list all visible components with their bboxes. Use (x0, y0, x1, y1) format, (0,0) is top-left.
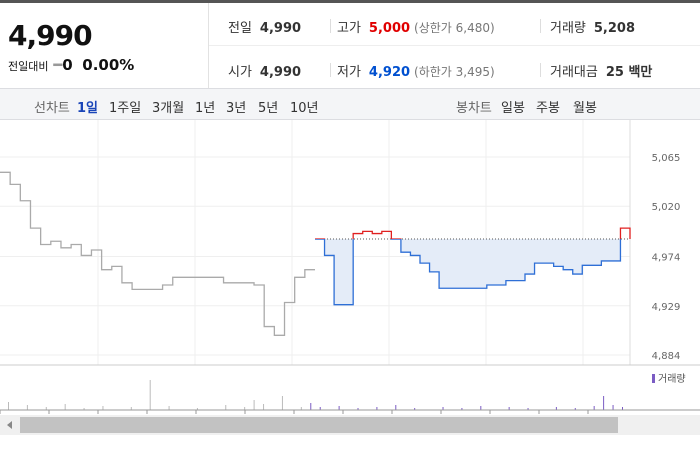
scroll-arrow[interactable] (7, 421, 12, 429)
tab[interactable]: 3년 (226, 101, 247, 116)
volume-bar (414, 408, 416, 410)
field-value: 25 백만 (605, 65, 653, 80)
volume-bar (168, 406, 170, 410)
y-tick-label: 4,929 (652, 302, 681, 313)
volume-bar (281, 396, 283, 410)
tab[interactable]: 1일 (77, 101, 99, 116)
y-tick-label: 5,065 (652, 153, 681, 164)
volume-bar (83, 408, 85, 410)
change-label: 전일대비 (8, 60, 49, 73)
area-fill (324, 239, 621, 305)
volume-bar (527, 408, 529, 410)
field: 거래량 5,208 (550, 17, 635, 36)
price-line (315, 239, 622, 306)
field-value: 4,990 (259, 65, 302, 80)
volume-bar (555, 407, 557, 410)
quote-panel: 4,990 전일대비 ━0 0.00% 전일 4,990 고가 5,000 (상한가 … (0, 0, 700, 88)
volume-bar (64, 404, 66, 410)
price-line-above (315, 227, 631, 240)
tab[interactable]: 1년 (195, 101, 216, 116)
volume-bar (442, 407, 444, 410)
volume-bar (130, 407, 132, 410)
legend-label: 거래량 (658, 373, 686, 385)
field-label: 고가 (337, 21, 361, 36)
tab[interactable]: 1주일 (109, 101, 142, 116)
field: 전일 4,990 (228, 17, 301, 36)
field-label: 시가 (228, 65, 252, 80)
field: 저가 4,920 (하한가 3,495) (337, 61, 495, 80)
chart: 5,065 5,020 4,974 4,929 4,884 거래량 (0, 120, 700, 435)
tab-group-label: 봉차트 (456, 101, 492, 116)
change-value: 0 (62, 56, 73, 74)
y-tick-label: 5,020 (652, 202, 681, 213)
field-value: 5,000 (368, 21, 411, 36)
volume-bar (603, 396, 605, 410)
field-value: 4,920 (368, 65, 411, 80)
field-note: (하한가 3,495) (414, 65, 495, 79)
volume-bar (149, 380, 151, 410)
field-label: 거래대금 (550, 65, 598, 80)
volume-bar (244, 407, 246, 410)
volume-bar (26, 405, 28, 410)
field-value: 5,208 (593, 21, 636, 36)
volume-bar (480, 406, 482, 410)
volume-bar (461, 408, 463, 410)
volume-bar (357, 408, 359, 410)
volume-bar (225, 405, 227, 410)
field-label: 저가 (337, 65, 361, 80)
y-tick-label: 4,974 (652, 253, 681, 264)
tab-bar: 선차트 봉차트 1일 1주일 3개월 1년 3년 5년 10년 일봉 주봉 월봉 (0, 88, 700, 120)
price-line (0, 171, 315, 336)
field: 시가 4,990 (228, 61, 301, 80)
price: 4,990 (8, 19, 93, 52)
tab[interactable]: 주봉 (536, 101, 560, 116)
volume-bar (395, 405, 397, 410)
tab[interactable]: 5년 (258, 101, 279, 116)
volume-bar (593, 406, 595, 410)
volume-bar (319, 407, 321, 410)
tab-group-label: 선차트 (34, 101, 70, 116)
tab[interactable]: 10년 (290, 101, 319, 116)
volume-bar (8, 402, 9, 410)
volume-bar (376, 407, 378, 410)
legend-swatch (652, 374, 655, 383)
field-label: 거래량 (550, 21, 586, 36)
tab[interactable]: 일봉 (501, 101, 525, 116)
y-tick-label: 4,884 (652, 351, 681, 362)
scrollbar-thumb[interactable] (20, 417, 618, 433)
volume-bar (102, 406, 104, 410)
volume-bar (300, 407, 302, 410)
volume-bar (622, 407, 623, 410)
volume-bar (45, 407, 47, 410)
field: 거래대금 25 백만 (550, 61, 652, 80)
volume-bar (310, 403, 312, 410)
change-rate: 0.00% (82, 56, 135, 74)
field: 고가 5,000 (상한가 6,480) (337, 17, 495, 36)
volume-bar (338, 406, 340, 410)
change: 전일대비 ━0 0.00% (8, 56, 135, 74)
tab[interactable]: 3개월 (152, 101, 185, 116)
volume-bar (196, 408, 198, 410)
volume-bar (574, 408, 576, 410)
volume-bar (263, 404, 265, 410)
volume-bar (253, 400, 255, 410)
price-box: 4,990 전일대비 ━0 0.00% (0, 3, 209, 88)
field-value: 4,990 (259, 21, 302, 36)
field-label: 전일 (228, 21, 252, 36)
volume-bar (612, 405, 614, 410)
tab[interactable]: 월봉 (573, 101, 597, 116)
volume-bar (508, 407, 510, 410)
field-note: (상한가 6,480) (414, 21, 495, 35)
